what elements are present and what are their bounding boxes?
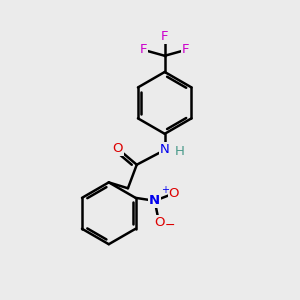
Text: O: O — [154, 216, 164, 230]
Text: H: H — [175, 145, 185, 158]
Text: N: N — [160, 143, 169, 157]
Text: +: + — [160, 185, 169, 195]
Text: F: F — [140, 44, 147, 56]
Text: O: O — [169, 187, 179, 200]
Text: O: O — [112, 142, 123, 155]
Text: F: F — [161, 30, 169, 43]
Text: −: − — [164, 219, 175, 232]
Text: F: F — [182, 44, 190, 56]
Text: N: N — [149, 194, 160, 207]
